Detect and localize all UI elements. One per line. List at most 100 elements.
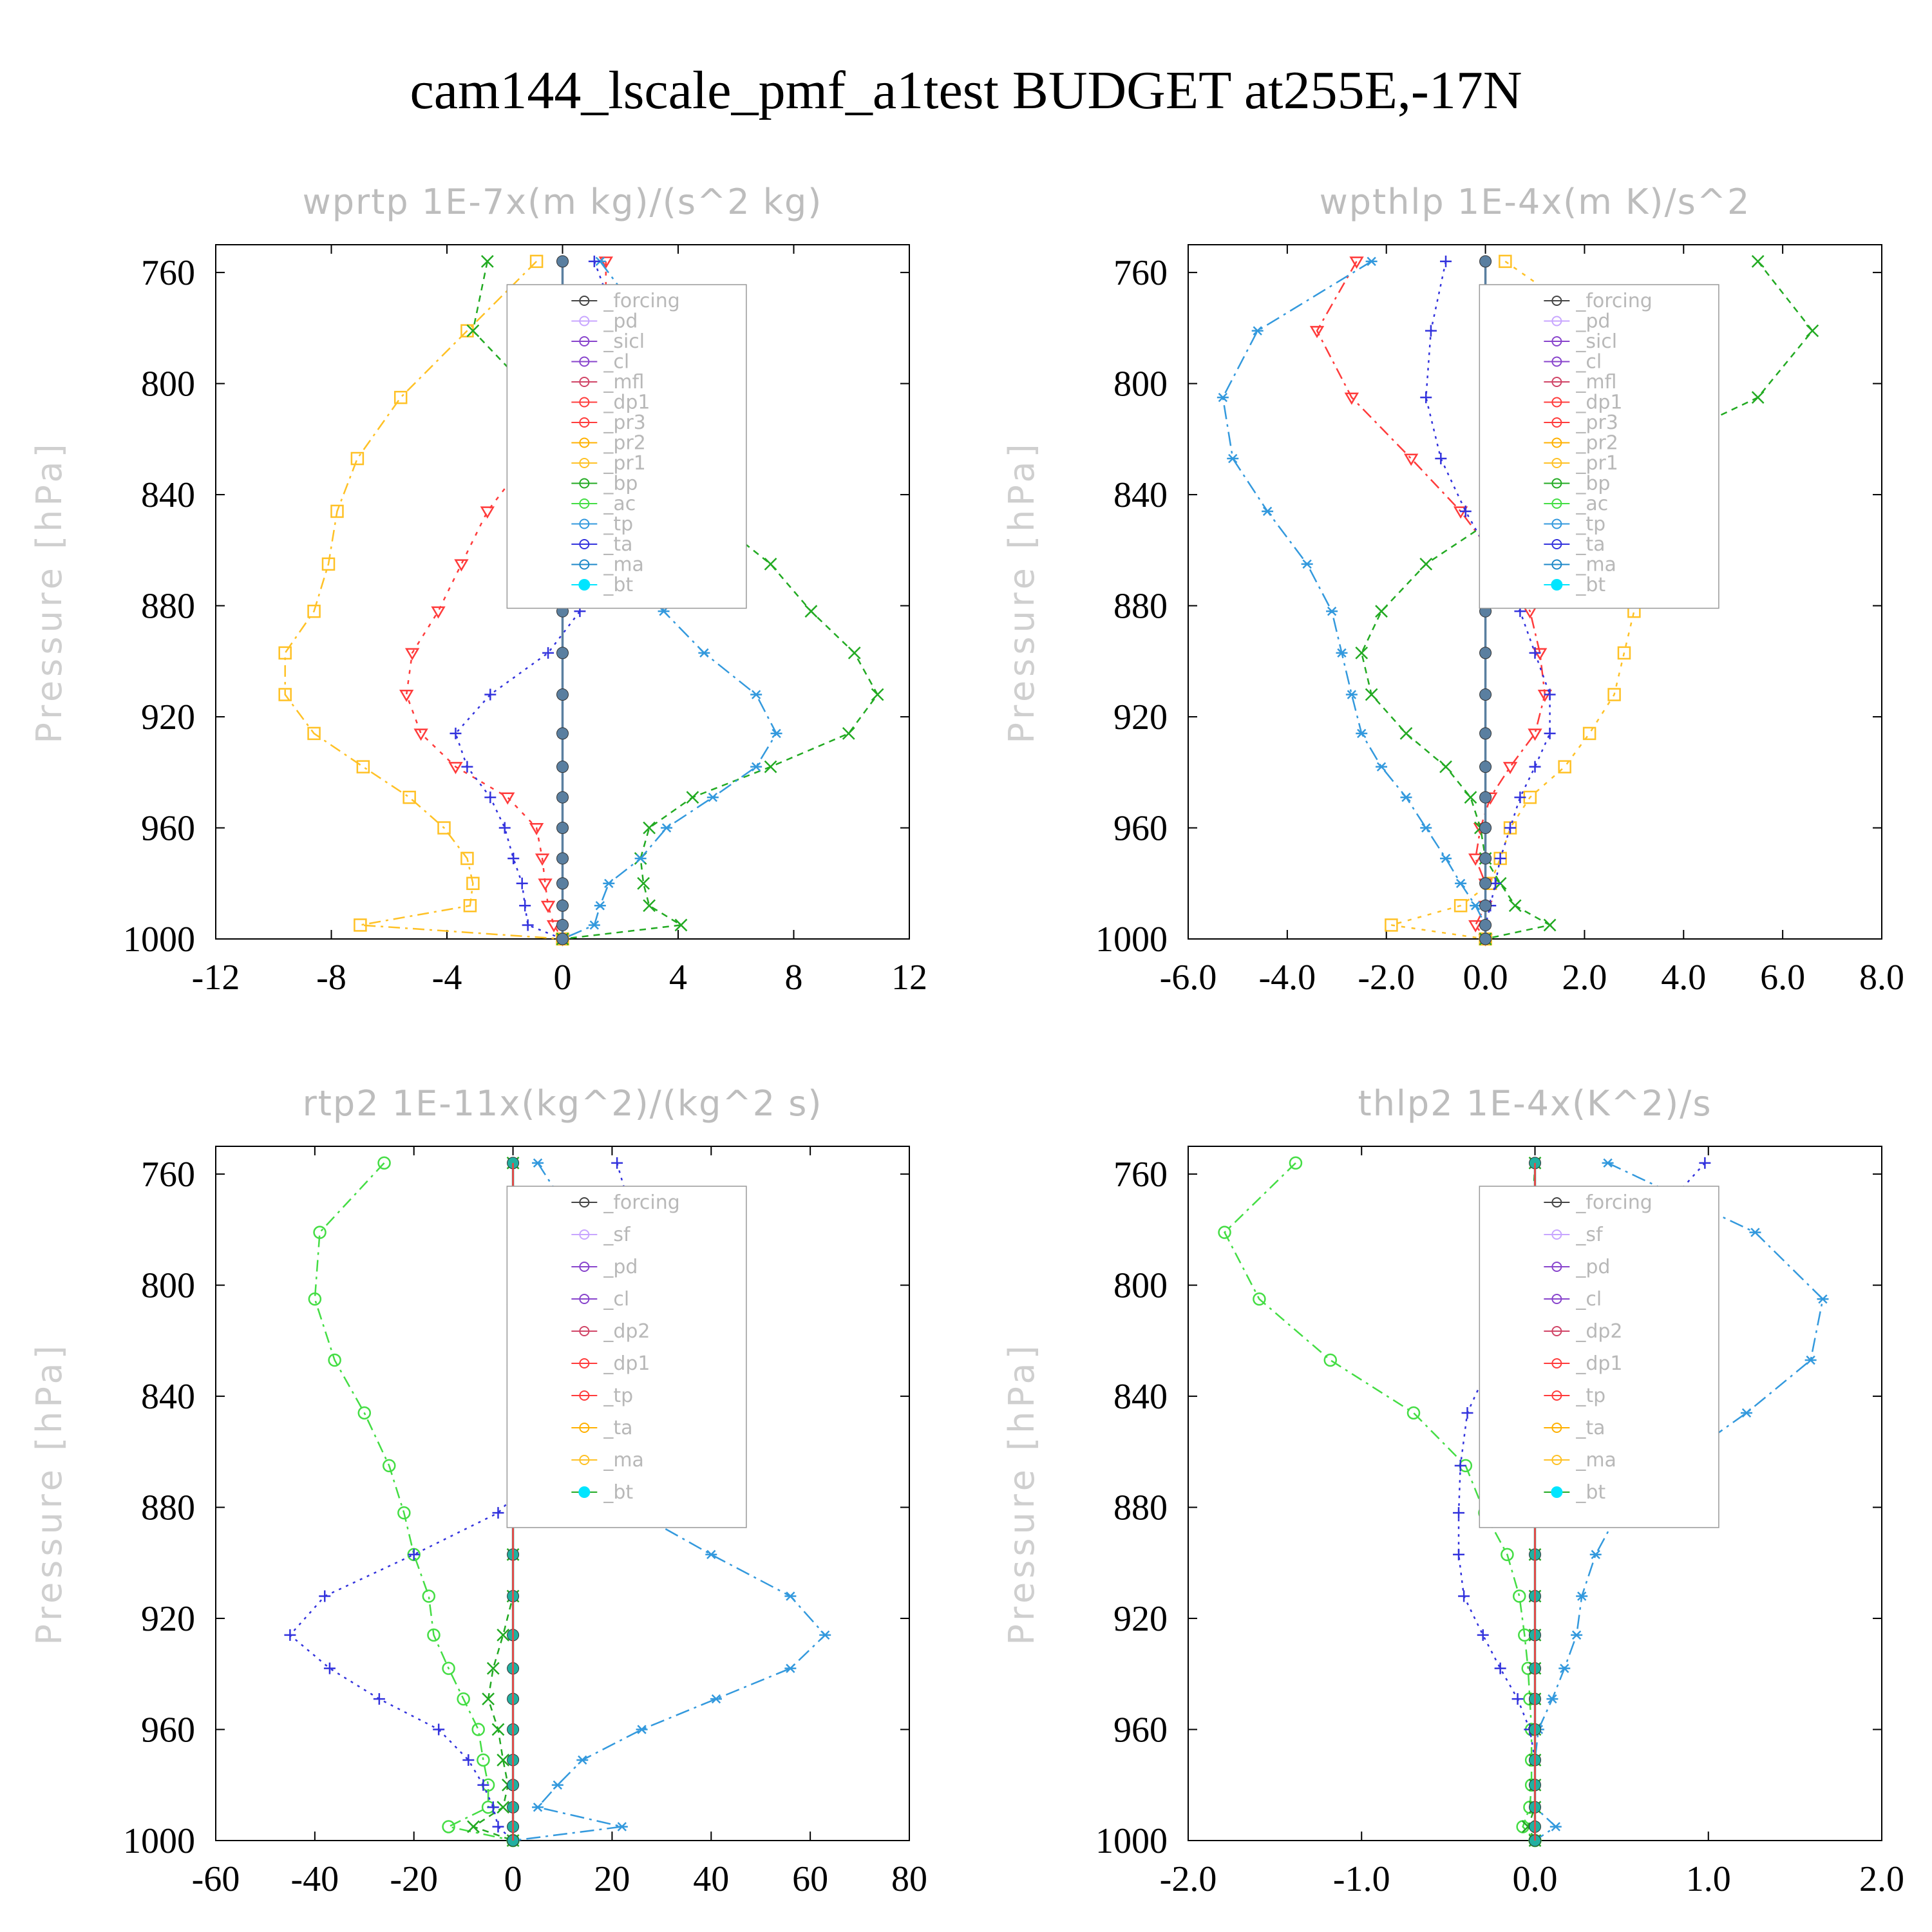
data-point	[1544, 727, 1556, 739]
data-point	[842, 727, 855, 740]
data-point	[529, 822, 544, 835]
data-point	[542, 647, 554, 659]
legend-entry: _ma	[1575, 1449, 1616, 1472]
data-point	[461, 761, 473, 773]
legend-marker	[1551, 296, 1562, 306]
legend-marker	[579, 1390, 590, 1401]
legend-marker	[1551, 1262, 1562, 1272]
data-point	[556, 933, 569, 945]
legend-marker	[1551, 1294, 1562, 1304]
legend-marker	[579, 539, 590, 549]
legend-entry: _mfl	[1575, 371, 1616, 393]
data-point	[1453, 1507, 1465, 1519]
data-point	[1479, 255, 1492, 268]
legend-marker	[1551, 1423, 1562, 1433]
x-tick-label: 60	[792, 1859, 828, 1899]
x-tick-label: 20	[594, 1859, 630, 1899]
panel-title: rtp2 1E-11x(kg^2)/(kg^2 s)	[303, 1083, 823, 1124]
series-line	[455, 261, 630, 940]
y-tick-label: 920	[141, 697, 195, 737]
data-point	[1477, 1629, 1489, 1641]
legend-entry: _pr1	[1575, 452, 1618, 475]
data-point	[1479, 822, 1492, 835]
y-axis-label: Pressure [hPa]	[29, 1341, 70, 1645]
data-point	[480, 506, 495, 519]
data-point	[1479, 647, 1492, 659]
y-tick-label: 840	[141, 1377, 195, 1417]
x-tick-label: 8.0	[1859, 958, 1904, 998]
legend-entry: _pr2	[603, 432, 645, 455]
data-point	[466, 324, 480, 337]
y-tick-label: 760	[1113, 253, 1168, 293]
y-tick-label: 960	[141, 809, 195, 849]
data-point	[1751, 254, 1765, 268]
data-point	[819, 1630, 831, 1640]
data-point	[1576, 1591, 1588, 1601]
data-point	[637, 876, 650, 890]
data-point	[616, 1822, 628, 1832]
data-point	[1425, 325, 1437, 337]
x-tick-label: 6.0	[1760, 958, 1805, 998]
data-point	[330, 504, 344, 518]
data-point	[1435, 453, 1447, 465]
legend-entry: _ma	[603, 1449, 644, 1472]
legend-marker	[579, 559, 590, 570]
y-tick-label: 960	[1113, 809, 1168, 849]
chart-panel-4: thlp2 1E-4x(K^2)/s Pressure [hPa] 760 800 84…	[1001, 1083, 1904, 1899]
panel-title: wprtp 1E-7x(m kg)/(s^2 kg)	[303, 182, 823, 222]
legend-entry: _ta	[603, 1417, 632, 1439]
data-point	[556, 688, 569, 701]
data-point	[1464, 791, 1477, 804]
data-point	[1439, 760, 1452, 773]
data-point	[1217, 392, 1229, 402]
data-point	[1544, 688, 1556, 701]
data-point	[706, 792, 719, 802]
data-point	[460, 851, 474, 866]
data-point	[522, 919, 534, 931]
data-point	[427, 1628, 440, 1642]
data-point	[1479, 933, 1492, 945]
legend-entry: _tp	[1575, 513, 1605, 536]
data-point	[466, 876, 480, 891]
data-point	[1501, 1548, 1514, 1562]
legend-box	[1479, 1186, 1719, 1528]
legend-marker	[1551, 1229, 1562, 1240]
data-point	[482, 1692, 495, 1705]
legend-marker	[579, 1197, 590, 1208]
data-point	[497, 1801, 510, 1814]
legend-entry: _ta	[603, 533, 632, 556]
legend-marker	[1551, 559, 1562, 570]
data-point	[487, 1801, 499, 1814]
legend-entry: _cl	[1575, 351, 1602, 374]
legend-entry: _dp1	[603, 1352, 650, 1375]
legend-marker	[579, 336, 590, 346]
data-point	[1699, 1157, 1711, 1169]
data-point	[471, 1723, 485, 1736]
data-point	[356, 760, 370, 773]
data-point	[1543, 918, 1557, 932]
x-tick-label: 0	[554, 958, 572, 998]
y-tick-label: 880	[141, 1488, 195, 1528]
data-point	[1806, 324, 1819, 337]
x-tick-label: -60	[192, 1859, 240, 1899]
data-point	[500, 792, 515, 805]
legend-marker	[579, 458, 590, 468]
legend-marker	[579, 296, 590, 306]
data-point	[871, 688, 884, 701]
data-point	[1253, 1292, 1266, 1306]
y-tick-label: 840	[141, 475, 195, 515]
data-point	[1453, 506, 1468, 519]
data-point	[484, 688, 497, 701]
data-point	[556, 918, 569, 931]
data-point	[399, 689, 414, 703]
legend-marker	[1551, 1486, 1563, 1498]
data-point	[1403, 453, 1419, 466]
data-point	[588, 920, 600, 930]
legend-marker	[1551, 397, 1562, 408]
legend-marker	[579, 518, 590, 529]
data-point	[433, 1723, 445, 1736]
data-point	[477, 1753, 490, 1767]
data-point	[480, 254, 494, 268]
data-point	[1468, 853, 1483, 866]
data-point	[636, 1725, 648, 1734]
